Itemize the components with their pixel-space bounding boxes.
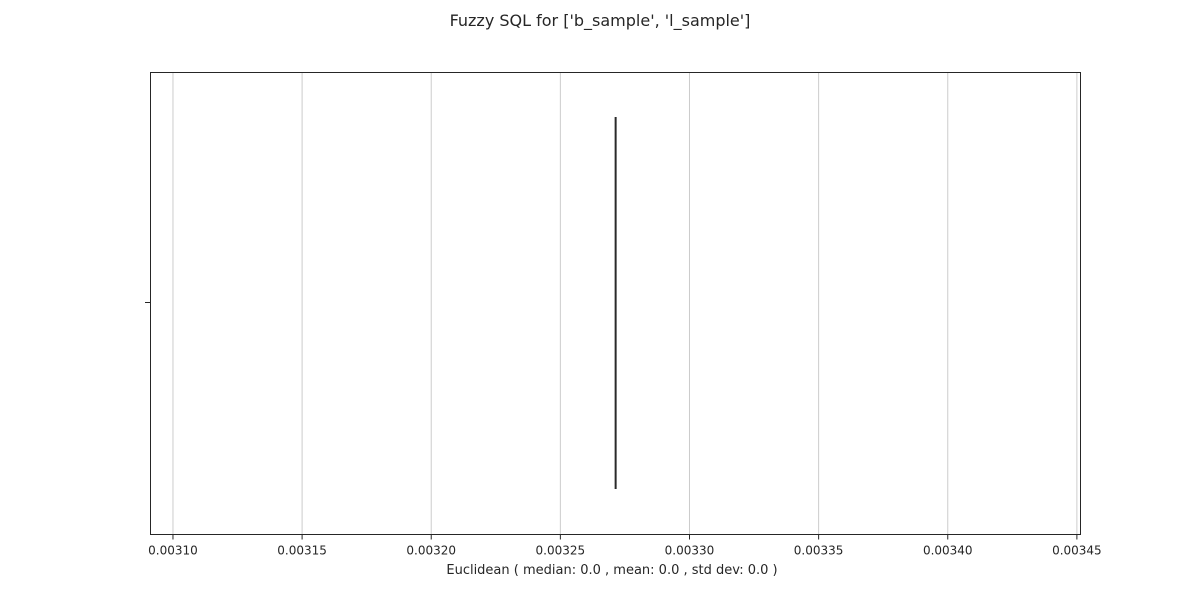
grid-lines xyxy=(172,72,1078,535)
x-tick-label: 0.00335 xyxy=(794,544,844,558)
x-tick-label: 0.00315 xyxy=(277,544,327,558)
plot-frame xyxy=(150,72,1081,535)
x-tick-label: 0.00345 xyxy=(1052,544,1102,558)
chart-title: Fuzzy SQL for ['b_sample', 'l_sample'] xyxy=(450,11,751,31)
x-tick-label: 0.00340 xyxy=(923,544,973,558)
x-tick-label: 0.00320 xyxy=(406,544,456,558)
x-axis-label: Euclidean ( median: 0.0 , mean: 0.0 , st… xyxy=(446,563,777,578)
x-tick-label: 0.00310 xyxy=(148,544,198,558)
x-axis-ticks: 0.00310 0.00315 0.00320 0.00325 0.00330 0.003… xyxy=(148,534,1102,558)
x-tick-label: 0.00325 xyxy=(536,544,586,558)
x-tick-label: 0.00330 xyxy=(665,544,715,558)
